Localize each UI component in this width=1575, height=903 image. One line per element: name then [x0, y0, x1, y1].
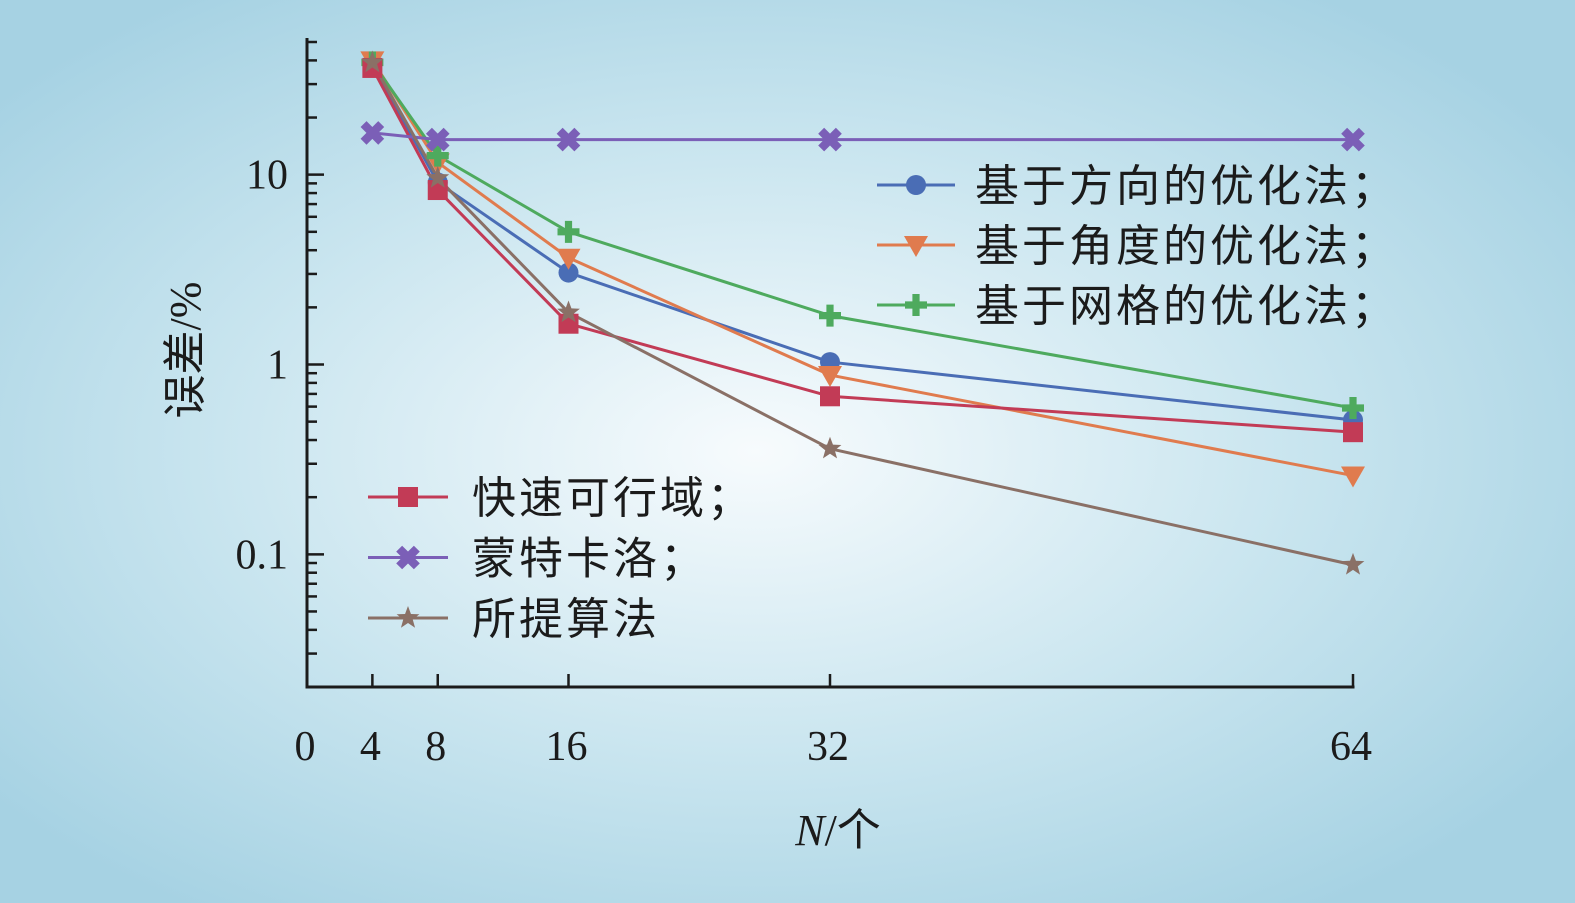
- y-tick-label: 0.1: [236, 532, 289, 578]
- x-tick-label: 32: [807, 724, 849, 770]
- y-axis-label: 误差/%: [161, 282, 210, 419]
- data-point-s4-x64: [1343, 422, 1363, 443]
- x-tick-label: 64: [1330, 724, 1372, 770]
- legend-label: 基于角度的优化法；: [975, 221, 1398, 272]
- data-point-s5-x32: [818, 127, 842, 152]
- data-point-s6-x8: [426, 166, 450, 188]
- legend-marker: [398, 487, 418, 507]
- data-point-s2-x16: [556, 248, 581, 270]
- x-tick-label: 16: [546, 724, 588, 770]
- x-tick-label: 8: [425, 724, 446, 770]
- data-point-s1-x16: [558, 262, 579, 283]
- legend-entry-4: 快速可行域；: [368, 473, 754, 524]
- data-point-s3-x16: [557, 220, 580, 243]
- legend-entry-2: 基于角度的优化法；: [877, 221, 1398, 272]
- markers-layer: [360, 50, 1365, 575]
- data-point-s6-x16: [557, 300, 580, 323]
- legend-marker: [906, 175, 926, 195]
- data-point-s3-x8: [426, 144, 449, 167]
- y-tick-label: 1: [267, 343, 288, 389]
- data-point-s5-x64: [1341, 127, 1365, 152]
- data-point-s5-x4: [360, 121, 385, 145]
- legend-lower-left: 快速可行域； 蒙特卡洛； 所提算法: [368, 473, 754, 645]
- legend-marker: [396, 606, 420, 628]
- data-point-s6-x32: [818, 436, 842, 459]
- data-point-s5-x8: [425, 127, 450, 152]
- legend-label: 快速可行域；: [472, 473, 754, 524]
- legend-label: 基于方向的优化法；: [975, 161, 1398, 212]
- y-tick-label: 10: [246, 153, 288, 199]
- legend-marker: [905, 294, 927, 316]
- axes: 0.1 1 10 0 4 8 16 32 64: [236, 38, 1372, 770]
- legend: 基于方向的优化法； 基于角度的优化法； 基于网格的优化法； 快速可行域； 蒙特卡洛； 所提…: [368, 161, 1398, 645]
- x-axis-label: N/个: [794, 806, 881, 855]
- legend-entry-3: 基于网格的优化法；: [877, 281, 1398, 332]
- data-point-s6-x64: [1341, 552, 1365, 575]
- legend-label: 蒙特卡洛；: [472, 534, 707, 585]
- legend-marker: [396, 545, 420, 570]
- data-point-s4-x32: [820, 386, 840, 407]
- data-point-s3-x32: [819, 304, 841, 327]
- x-axis-label-unit: /个: [825, 806, 881, 855]
- data-point-s3-x64: [1342, 397, 1364, 419]
- legend-label: 基于网格的优化法；: [975, 281, 1398, 332]
- legend-marker: [904, 236, 928, 257]
- legend-label: 所提算法: [472, 594, 660, 645]
- x-axis-label-variable: N: [794, 806, 827, 855]
- data-point-s6-x4: [360, 50, 384, 73]
- data-point-s2-x64: [1341, 466, 1365, 488]
- legend-entry-1: 基于方向的优化法；: [877, 161, 1398, 212]
- x-tick-label: 0: [295, 724, 316, 770]
- data-point-s2-x32: [818, 366, 842, 388]
- legend-entry-6: 所提算法: [368, 594, 660, 645]
- x-tick-label: 4: [360, 724, 381, 770]
- legend-top-right: 基于方向的优化法； 基于角度的优化法； 基于网格的优化法；: [877, 161, 1398, 332]
- legend-entry-5: 蒙特卡洛；: [368, 534, 707, 585]
- data-point-s5-x16: [556, 127, 581, 152]
